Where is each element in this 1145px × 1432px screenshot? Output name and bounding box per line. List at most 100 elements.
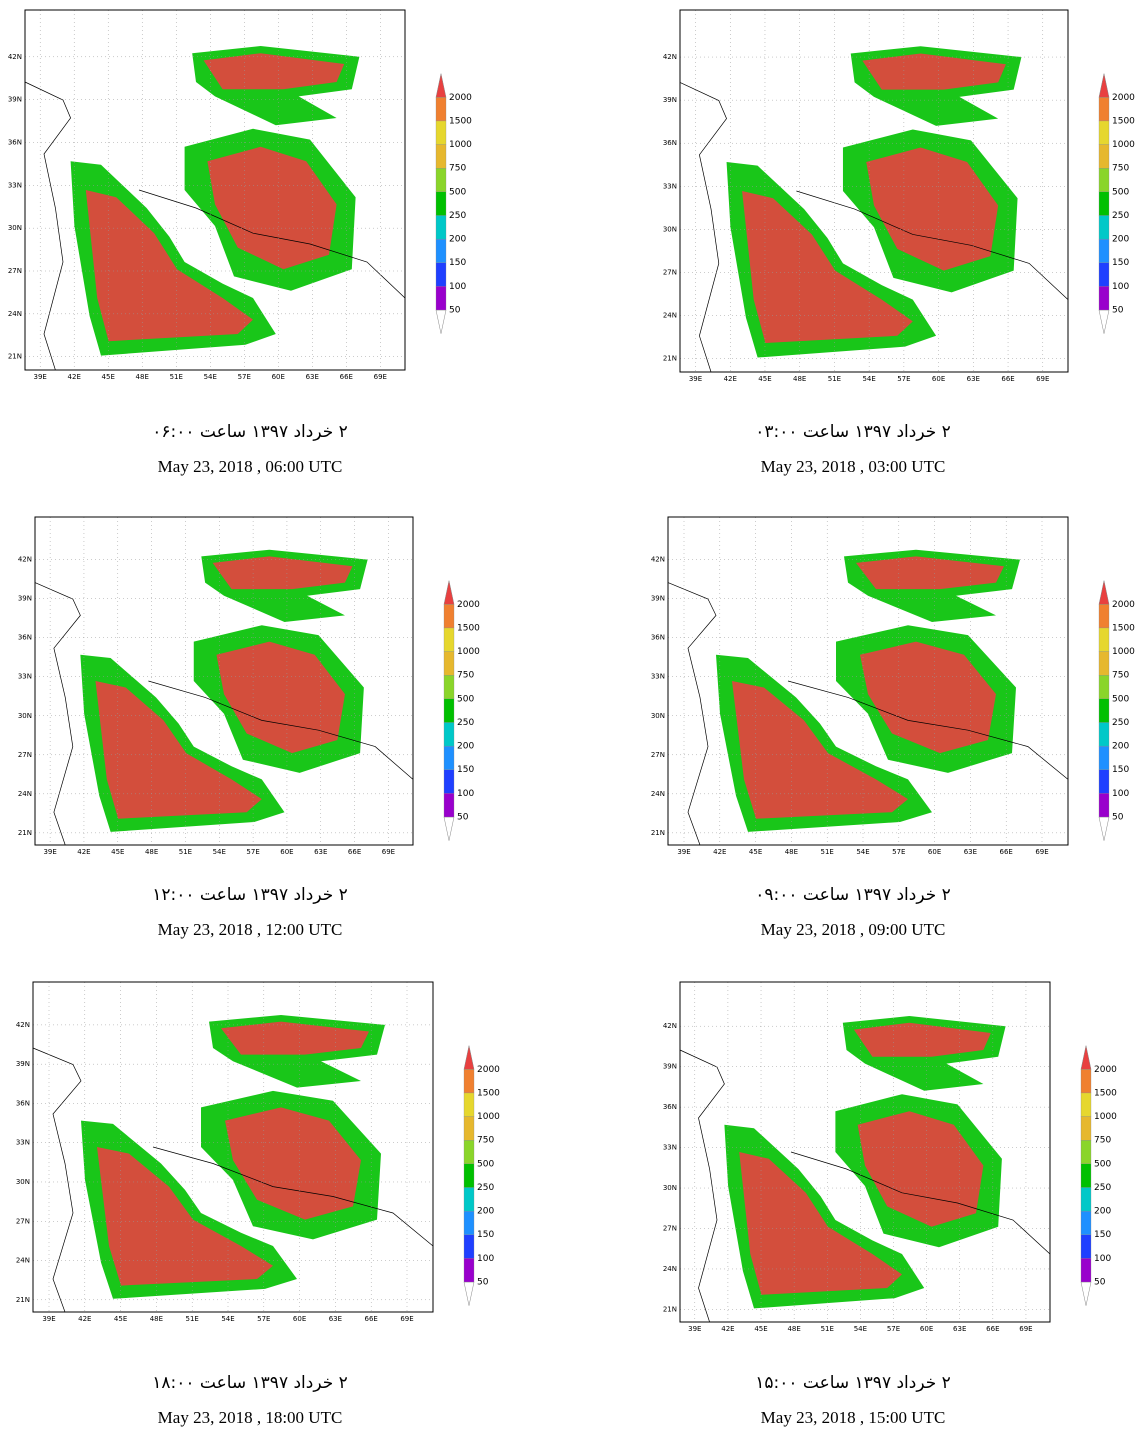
map-panel: 42N 39N 36N 33N 30N 27N 24N 21N 39E 42E 45E 48E 51E 5… <box>8 9 472 476</box>
colorbar-label: 1000 <box>477 1112 500 1122</box>
lat-tick-label: 39N <box>18 595 32 603</box>
colorbar-label: 100 <box>449 282 466 292</box>
lon-tick-label: 54E <box>213 848 226 856</box>
field-area <box>216 641 345 754</box>
lon-tick-label: 63E <box>329 1315 342 1323</box>
field-area <box>97 1147 273 1286</box>
colorbar-label: 100 <box>457 789 474 799</box>
field-area <box>857 1111 984 1227</box>
lon-tick-label: 39E <box>688 1325 701 1333</box>
lon-tick-label: 54E <box>854 1325 867 1333</box>
caption-persian: ۲ خرداد ۱۳۹۷ ساعت ۱۲:۰۰ <box>152 885 348 905</box>
border <box>148 680 414 780</box>
colorbar-label: 750 <box>1112 671 1129 681</box>
lon-tick-label: 51E <box>821 1325 834 1333</box>
field-area <box>203 53 345 90</box>
colorbar-segment <box>1080 1258 1092 1283</box>
colorbar-segment <box>1098 722 1110 747</box>
lat-tick-label: 42N <box>663 1022 677 1030</box>
border <box>796 190 1069 300</box>
colorbar-label: 2000 <box>1112 600 1135 610</box>
lon-tick-label: 45E <box>114 1315 127 1323</box>
colorbar-cap <box>1098 309 1110 334</box>
colorbar-segment <box>1080 1187 1092 1212</box>
lat-tick-label: 33N <box>8 181 22 189</box>
colorbar-cap <box>1098 580 1110 605</box>
border <box>787 680 1069 780</box>
lat-tick-label: 30N <box>663 1184 677 1192</box>
caption-english: May 23, 2018 , 09:00 UTC <box>761 920 946 939</box>
colorbar-label: 750 <box>449 164 466 174</box>
lat-tick-label: 42N <box>651 556 665 564</box>
lat-tick-label: 27N <box>8 267 22 275</box>
lon-tick-label: 42E <box>78 1315 91 1323</box>
colorbar-label: 200 <box>449 235 466 245</box>
lat-tick-label: 30N <box>663 225 677 233</box>
lat-tick-label: 24N <box>8 310 22 318</box>
colorbar-label: 500 <box>477 1159 494 1169</box>
colorbar-label: 150 <box>449 258 466 268</box>
colorbar-label: 1000 <box>1094 1112 1117 1122</box>
colorbar-segment <box>443 769 455 794</box>
colorbar-label: 1000 <box>1112 140 1135 150</box>
colorbar-segment <box>435 262 447 287</box>
map-panel: 42N 39N 36N 33N 30N 27N 24N 21N 39E 42E 45E 48E 51E 5… <box>18 516 480 939</box>
lon-tick-label: 42E <box>77 848 90 856</box>
colorbar-label: 50 <box>477 1278 489 1288</box>
colorbar-cap <box>1080 1281 1092 1306</box>
lon-tick-label: 51E <box>186 1315 199 1323</box>
lat-tick-label: 39N <box>8 96 22 104</box>
colorbar-label: 2000 <box>1112 93 1135 103</box>
field-area <box>732 681 908 819</box>
colorbar-label: 100 <box>1094 1254 1111 1264</box>
colorbar-label: 200 <box>1112 742 1129 752</box>
colorbar-label: 50 <box>1094 1278 1106 1288</box>
map-frame <box>667 516 1069 846</box>
map-frame <box>32 981 434 1313</box>
lon-tick-label: 51E <box>179 848 192 856</box>
colorbar-label: 750 <box>477 1136 494 1146</box>
lon-tick-label: 45E <box>749 848 762 856</box>
lat-tick-label: 24N <box>663 312 677 320</box>
field-area <box>207 146 337 270</box>
colorbar-segment <box>435 97 447 122</box>
colorbar-label: 1500 <box>449 116 472 126</box>
lon-tick-label: 48E <box>145 848 158 856</box>
colorbar-segment <box>1098 651 1110 676</box>
lon-tick-label: 60E <box>920 1325 933 1333</box>
field-area <box>85 190 253 342</box>
colorbar-label: 750 <box>457 671 474 681</box>
lon-tick-label: 42E <box>721 1325 734 1333</box>
colorbar-label: 200 <box>1112 235 1129 245</box>
colorbar-label: 150 <box>1112 765 1129 775</box>
colorbar-segment <box>443 651 455 676</box>
lon-tick-label: 54E <box>856 848 869 856</box>
lat-tick-label: 27N <box>663 1225 677 1233</box>
field-area <box>225 1107 361 1220</box>
colorbar-cap <box>463 1281 475 1306</box>
colorbar-segment <box>463 1258 475 1283</box>
colorbar-label: 50 <box>457 813 469 823</box>
colorbar-segment <box>443 698 455 723</box>
colorbar-segment <box>1098 120 1110 145</box>
colorbar-segment <box>1098 238 1110 263</box>
lat-tick-label: 33N <box>663 1144 677 1152</box>
lat-tick-label: 33N <box>663 182 677 190</box>
colorbar-label: 250 <box>1112 718 1129 728</box>
colorbar-label: 750 <box>1112 164 1129 174</box>
lon-tick-label: 57E <box>887 1325 900 1333</box>
lon-tick-label: 45E <box>754 1325 767 1333</box>
colorbar-label: 2000 <box>477 1065 500 1075</box>
colorbar-label: 1000 <box>457 647 480 657</box>
colorbar-segment <box>435 191 447 216</box>
map-panel: 42N 39N 36N 33N 30N 27N 24N 21N 39E 42E 45E 48E 51E 5… <box>651 516 1135 939</box>
colorbar-segment <box>1098 191 1110 216</box>
lon-tick-label: 69E <box>1036 375 1049 383</box>
colorbar-label: 1500 <box>1112 116 1135 126</box>
colorbar-segment <box>463 1187 475 1212</box>
lon-tick-label: 57E <box>892 848 905 856</box>
field-area <box>739 1152 902 1295</box>
lon-tick-label: 39E <box>677 848 690 856</box>
map-frame <box>679 981 1051 1323</box>
colorbar-segment <box>443 722 455 747</box>
